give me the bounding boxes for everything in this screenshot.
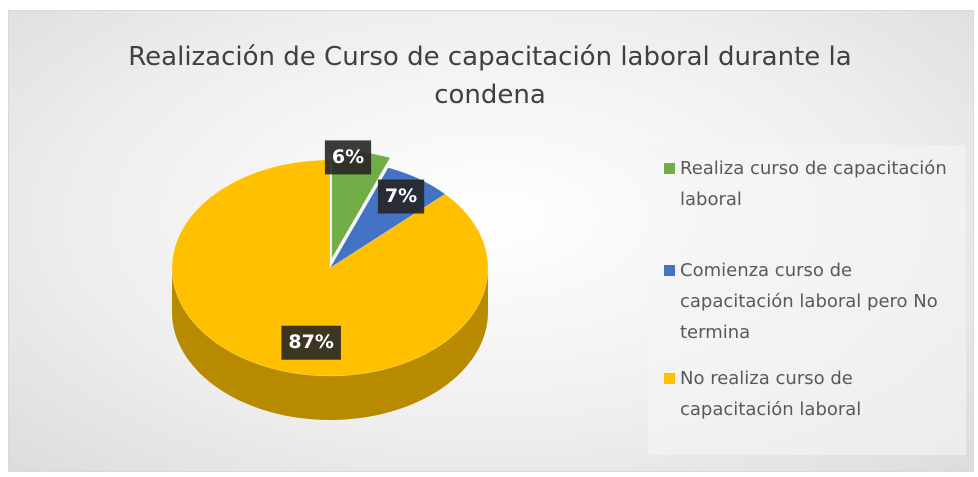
data-label-box <box>281 325 341 360</box>
legend-label: No realiza curso de capacitación laboral <box>680 368 862 420</box>
chart-title: Realización de Curso de capacitación lab… <box>128 42 852 110</box>
legend: Realiza curso de capacitación laboral Com… <box>648 145 966 455</box>
legend-item: Realiza curso de capacitación laboral <box>664 153 970 215</box>
data-label-box <box>377 179 425 214</box>
data-label-text: 7% <box>385 185 417 207</box>
legend-swatch <box>664 373 675 384</box>
legend-item: Comienza curso de capacitación laboral p… <box>664 255 970 348</box>
legend-item: No realiza curso de capacitación laboral <box>664 363 970 425</box>
data-label-text: 6% <box>332 146 364 168</box>
legend-swatch <box>664 163 675 174</box>
data-label: 6% <box>324 140 372 175</box>
legend-label: Comienza curso de capacitación laboral p… <box>680 260 938 343</box>
legend-swatch <box>664 265 675 276</box>
data-label: 87% <box>281 325 341 360</box>
data-label: 7% <box>377 179 425 214</box>
data-label-text: 87% <box>288 331 333 353</box>
data-label-box <box>324 140 372 175</box>
slice-side <box>172 268 488 420</box>
slice <box>171 159 489 377</box>
legend-label: Realiza curso de capacitación laboral <box>680 158 947 210</box>
